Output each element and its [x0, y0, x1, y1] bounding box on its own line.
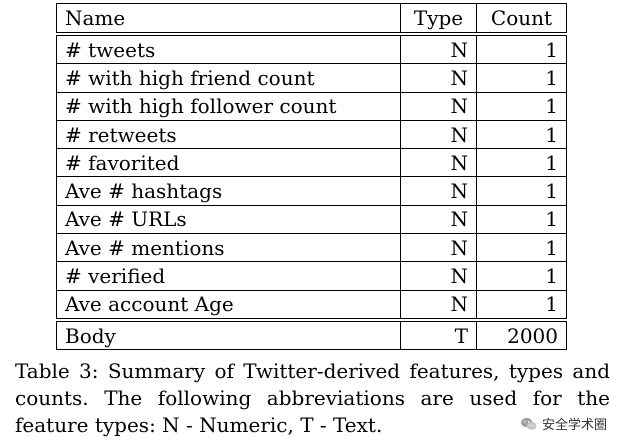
cell-type: N	[400, 204, 477, 235]
watermark-text: 安全学术圈	[541, 418, 607, 433]
cell-count: 2000	[476, 319, 567, 351]
cell-count: 1	[476, 289, 567, 322]
cell-name: # tweets	[56, 33, 401, 65]
table-row: # with high follower count N 1	[56, 91, 567, 121]
cell-count: 1	[476, 204, 567, 235]
table-row: Ave account Age N 1	[56, 289, 567, 322]
table-row: Ave # hashtags N 1	[56, 176, 567, 206]
cell-count: 1	[476, 91, 567, 121]
cell-name: # with high follower count	[56, 91, 401, 121]
table-row: # tweets N 1	[56, 33, 567, 65]
table-row: Ave # mentions N 1	[56, 233, 567, 263]
table-row: # with high friend count N 1	[56, 63, 567, 93]
cell-name: Ave # URLs	[56, 204, 401, 235]
table-row: # retweets N 1	[56, 119, 567, 150]
table-row: Ave # URLs N 1	[56, 204, 567, 235]
cell-count: 1	[476, 33, 567, 65]
cell-type: N	[400, 148, 477, 178]
table-caption: Table 3: Summary of Twitter-derived feat…	[15, 359, 610, 437]
cell-name: # retweets	[56, 119, 401, 150]
cell-type: N	[400, 33, 477, 65]
watermark: 安全学术圈	[515, 412, 611, 435]
cell-name: Body	[56, 319, 401, 351]
cell-name: # verified	[56, 261, 401, 291]
wechat-icon	[521, 417, 537, 430]
header-name: Name	[56, 3, 401, 36]
cell-count: 1	[476, 119, 567, 150]
table-container: Name Type Count # tweets N 1 # with high…	[56, 3, 567, 351]
table-row: # favorited N 1	[56, 148, 567, 178]
cell-count: 1	[476, 148, 567, 178]
cell-type: N	[400, 91, 477, 121]
cell-name: # favorited	[56, 148, 401, 178]
cell-count: 1	[476, 63, 567, 93]
table-row: Body T 2000	[56, 319, 567, 351]
cell-count: 1	[476, 233, 567, 263]
cell-name: # with high friend count	[56, 63, 401, 93]
cell-type: N	[400, 261, 477, 291]
header-count: Count	[476, 3, 567, 36]
cell-type: N	[400, 176, 477, 206]
cell-count: 1	[476, 176, 567, 206]
header-row: Name Type Count	[56, 3, 567, 36]
cell-type: N	[400, 63, 477, 93]
table-row: # verified N 1	[56, 261, 567, 291]
features-table: Name Type Count # tweets N 1 # with high…	[56, 3, 567, 351]
cell-type: T	[400, 319, 477, 351]
cell-name: Ave account Age	[56, 289, 401, 322]
cell-type: N	[400, 119, 477, 150]
cell-count: 1	[476, 261, 567, 291]
cell-type: N	[400, 289, 477, 322]
header-type: Type	[400, 3, 477, 36]
cell-name: Ave # hashtags	[56, 176, 401, 206]
cell-name: Ave # mentions	[56, 233, 401, 263]
cell-type: N	[400, 233, 477, 263]
